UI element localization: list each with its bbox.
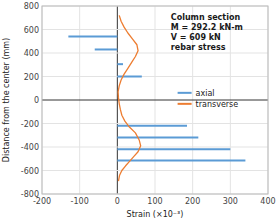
x-tick-label: 400 xyxy=(260,197,275,206)
axial-bar xyxy=(68,36,117,38)
axial-bar xyxy=(117,148,230,150)
legend-swatch xyxy=(178,92,192,94)
y-axis-label: Distance from the center (mm) xyxy=(2,38,11,162)
y-tick-label: -800 xyxy=(21,190,39,199)
x-tick-label: 100 xyxy=(147,197,162,206)
y-grid-line xyxy=(42,147,268,148)
legend-swatch xyxy=(178,103,192,105)
legend-label: transverse xyxy=(196,100,239,109)
grid xyxy=(42,6,268,194)
x-tick-label: -100 xyxy=(71,197,89,206)
y-tick-label: 200 xyxy=(24,73,39,82)
annotation: Column sectionM = 292.2 kN-mV = 609 kNre… xyxy=(171,13,243,52)
annotation-line: rebar stress xyxy=(171,43,226,52)
tick-labels: -200-1000100200300400-800-600-400-200020… xyxy=(21,2,276,206)
y-grid-line xyxy=(42,76,268,77)
y-grid-line xyxy=(42,170,268,171)
annotation-line: M = 292.2 kN-m xyxy=(171,23,243,32)
y-tick-label: -400 xyxy=(21,143,39,152)
y-tick-label: 800 xyxy=(24,2,39,11)
annotation-line: V = 609 kN xyxy=(171,33,221,42)
transverse-line xyxy=(118,15,141,181)
x-tick-label: 300 xyxy=(223,197,238,206)
axial-bar xyxy=(95,48,118,50)
y-tick-label: 600 xyxy=(24,26,39,35)
annotation-line: Column section xyxy=(171,13,241,22)
y-grid-line xyxy=(42,123,268,124)
y-tick-label: -600 xyxy=(21,167,39,176)
y-tick-label: -200 xyxy=(21,120,39,129)
axial-bar xyxy=(117,160,245,162)
y-tick-label: 0 xyxy=(34,96,39,105)
x-axis-label: Strain (×10⁻³) xyxy=(127,210,184,219)
legend-label: axial xyxy=(196,89,215,98)
page: {"chart_data": { "type": "bar", "orienta… xyxy=(0,0,276,222)
y-tick-label: 400 xyxy=(24,49,39,58)
chart: -200-1000100200300400-800-600-400-200020… xyxy=(0,0,276,222)
y-grid-line xyxy=(42,53,268,54)
axial-bar xyxy=(117,76,141,78)
axial-bar xyxy=(117,137,198,139)
marks xyxy=(68,15,245,181)
x-tick-label: 0 xyxy=(115,197,120,206)
x-tick-label: 200 xyxy=(185,197,200,206)
legend: axial transverse xyxy=(178,89,239,109)
plot-frame xyxy=(42,6,268,194)
axial-bar xyxy=(117,63,123,65)
